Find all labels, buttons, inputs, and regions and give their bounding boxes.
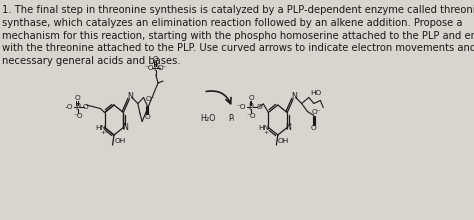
Text: N: N (292, 92, 297, 101)
Text: O: O (256, 104, 262, 110)
Text: N: N (286, 123, 292, 132)
Text: O: O (83, 104, 89, 110)
Text: HN: HN (259, 125, 270, 130)
Text: +: + (264, 130, 269, 135)
Text: -O: -O (64, 104, 73, 110)
Text: O: O (153, 56, 159, 62)
Text: N: N (128, 92, 134, 101)
Text: ⁻O: ⁻O (73, 113, 83, 119)
Text: ⁻O: ⁻O (237, 104, 246, 110)
Text: HO: HO (310, 90, 322, 95)
Text: H₂O: H₂O (200, 114, 216, 123)
Text: O⁻: O⁻ (312, 108, 321, 114)
Text: O: O (311, 125, 317, 130)
Text: O: O (248, 95, 254, 101)
Text: OH: OH (114, 138, 126, 144)
Text: ⁻O: ⁻O (246, 113, 256, 119)
Text: O: O (75, 95, 81, 101)
Text: P: P (249, 103, 254, 112)
Text: ⁻O: ⁻O (145, 65, 154, 71)
Text: P: P (154, 64, 158, 73)
Text: +: + (100, 130, 105, 135)
Text: OH: OH (278, 138, 289, 144)
Text: Pᵢ: Pᵢ (228, 114, 234, 123)
Text: O: O (144, 114, 150, 119)
Text: O⁻: O⁻ (157, 65, 167, 71)
Text: N: N (122, 123, 128, 132)
Text: P: P (75, 103, 80, 112)
Text: O⁻: O⁻ (145, 95, 155, 101)
Text: HN: HN (95, 125, 106, 130)
Text: 1. The final step in threonine synthesis is catalyzed by a PLP-dependent enzyme : 1. The final step in threonine synthesis… (2, 5, 474, 66)
